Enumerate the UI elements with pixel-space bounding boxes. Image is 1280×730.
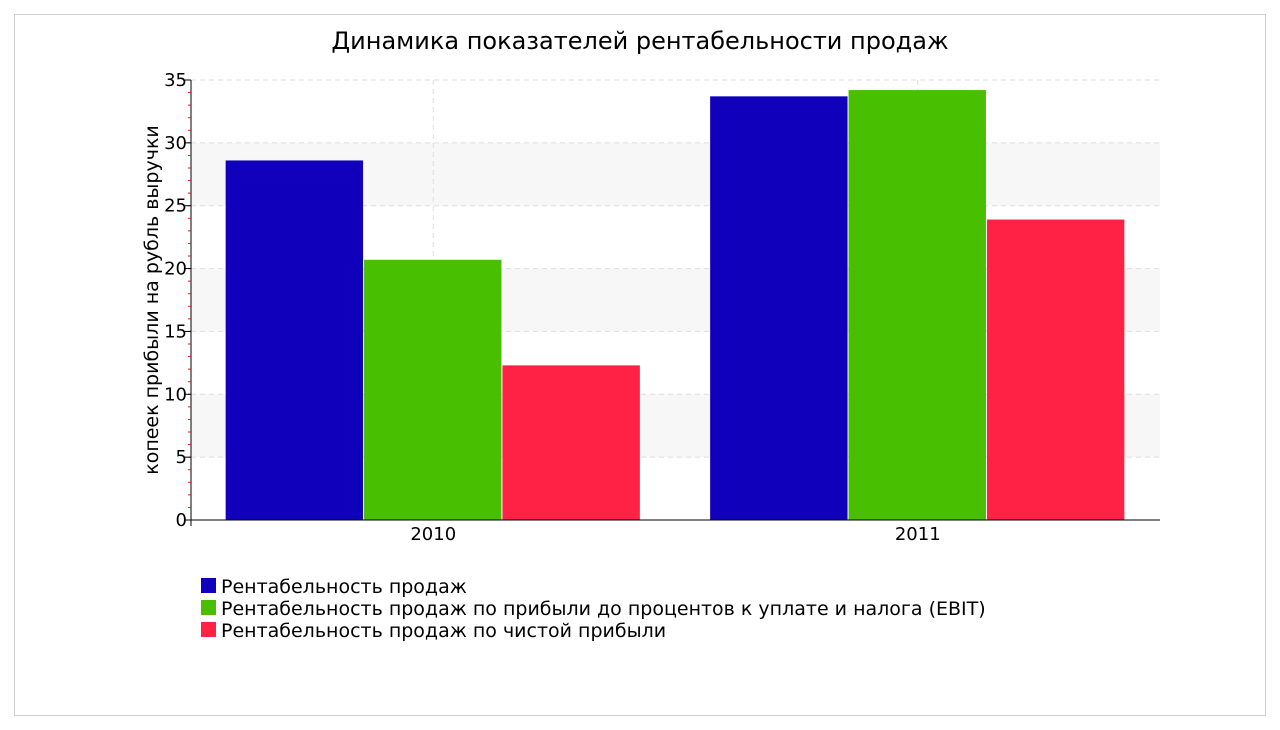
bar [986, 219, 1125, 521]
legend-swatch [201, 600, 216, 615]
y-tick-label: 0 [176, 510, 187, 531]
y-tick-label: 30 [164, 133, 187, 154]
x-axis-ticks: 2010 2011 [410, 524, 940, 545]
y-tick-label: 35 [164, 70, 187, 91]
x-tick-label: 2011 [895, 524, 941, 545]
x-tick-label: 2010 [410, 524, 456, 545]
y-tick-label: 25 [164, 196, 187, 217]
bar [710, 96, 848, 520]
bar [364, 259, 502, 520]
y-axis-label: копеек прибыли на рубль выручки [141, 125, 163, 475]
legend-swatch [201, 578, 216, 593]
y-tick-label: 5 [176, 447, 187, 468]
y-tick-label: 15 [164, 321, 187, 342]
y-tick-label: 10 [164, 384, 187, 405]
bar [225, 160, 364, 520]
bar [502, 365, 640, 520]
y-axis-ticks: 0 5 10 15 20 25 30 35 [164, 70, 191, 531]
y-tick-label: 20 [164, 259, 187, 280]
legend-label: Рентабельность продаж по чистой прибыли [221, 620, 666, 642]
legend-swatch [201, 622, 216, 637]
bars [225, 90, 1125, 521]
legend-label: Рентабельность продаж [221, 576, 467, 598]
chart-title: Динамика показателей рентабельности прод… [331, 27, 948, 55]
legend-label: Рентабельность продаж по прибыли до проц… [221, 598, 986, 620]
bar [848, 90, 986, 521]
